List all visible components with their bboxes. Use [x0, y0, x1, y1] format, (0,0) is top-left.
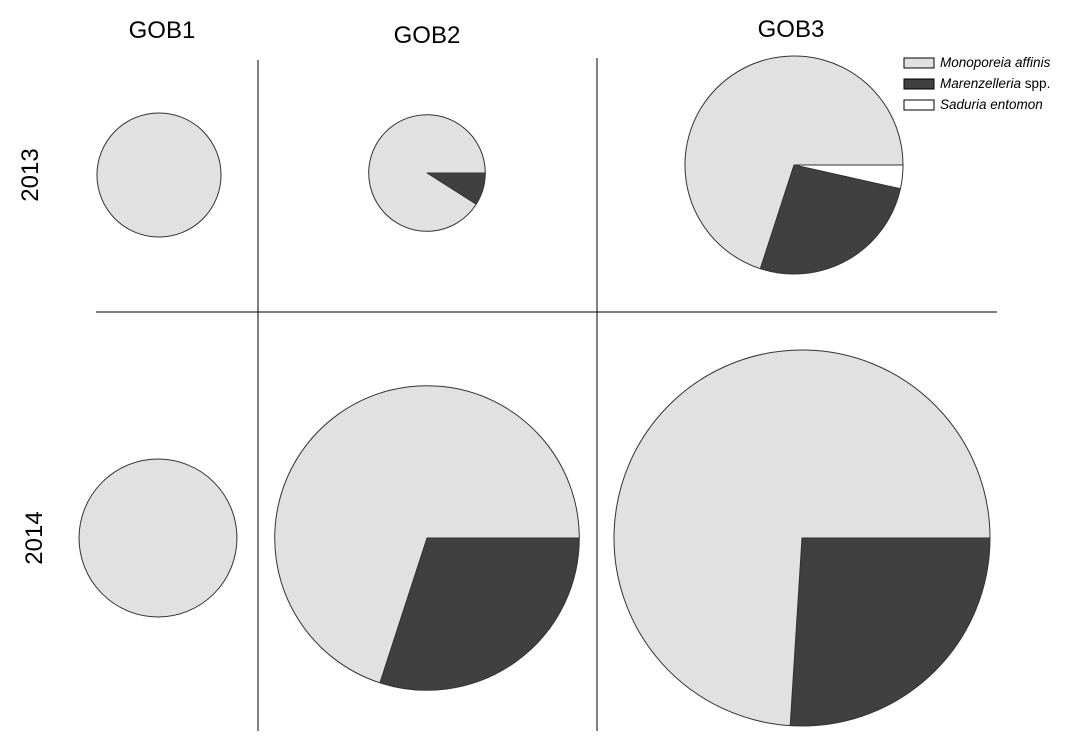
- legend-swatch-saduria: [903, 99, 935, 111]
- pie-slice-marenzelleria: [759, 164, 901, 275]
- pie-slice-monoporeia: [274, 385, 580, 684]
- legend-label-marenzelleria-name: Marenzelleria: [940, 76, 1022, 91]
- column-header-gob3: GOB3: [758, 16, 825, 43]
- pie-gob1-2013: [96, 112, 222, 238]
- pie-gob3-2013: [684, 55, 904, 275]
- pie-slice-marenzelleria: [789, 537, 991, 727]
- pie-slice-monoporeia: [613, 349, 991, 727]
- legend-swatch-marenzelleria: [903, 78, 935, 90]
- pie-slice-monoporeia: [78, 458, 238, 618]
- legend: Monoporeia affinis Marenzelleria spp. Sa…: [903, 55, 1051, 112]
- column-header-gob2: GOB2: [394, 22, 461, 49]
- pie-slice-monoporeia: [368, 114, 486, 232]
- pie-gob2-2014: [274, 385, 580, 691]
- legend-label-saduria: Saduria entomon: [940, 97, 1043, 112]
- legend-swatch-monoporeia: [903, 57, 935, 69]
- row-header-2013: 2013: [17, 148, 44, 201]
- legend-label-marenzelleria: Marenzelleria spp.: [940, 76, 1050, 91]
- pie-slice-marenzelleria: [379, 537, 580, 691]
- pie-slice-monoporeia: [96, 112, 222, 238]
- pie-gob1-2014: [78, 458, 238, 618]
- pie-gob3-2014: [613, 349, 991, 727]
- legend-label-monoporeia: Monoporeia affinis: [940, 55, 1051, 70]
- legend-label-marenzelleria-suffix: spp.: [1021, 76, 1050, 91]
- column-header-gob1: GOB1: [129, 17, 196, 44]
- pie-gob2-2013: [368, 114, 486, 232]
- legend-label-monoporeia-name: Monoporeia affinis: [940, 55, 1051, 70]
- row-header-2014: 2014: [21, 511, 48, 564]
- pie-slice-monoporeia: [684, 55, 904, 270]
- pies-layer: [78, 55, 991, 727]
- legend-label-saduria-name: Saduria entomon: [940, 97, 1043, 112]
